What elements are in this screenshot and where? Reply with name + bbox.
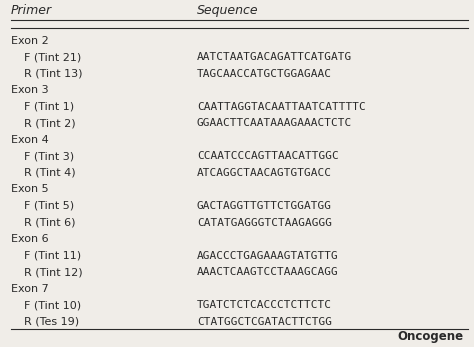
- Text: Exon 2: Exon 2: [11, 36, 48, 45]
- Text: GACTAGGTTGTTCTGGATGG: GACTAGGTTGTTCTGGATGG: [197, 201, 332, 211]
- Text: Oncogene: Oncogene: [397, 330, 463, 343]
- Text: F (Tint 10): F (Tint 10): [24, 300, 81, 310]
- Text: R (Tint 6): R (Tint 6): [24, 218, 75, 228]
- Text: TAGCAACCATGCTGGAGAAC: TAGCAACCATGCTGGAGAAC: [197, 69, 332, 79]
- Text: CATATGAGGGTCTAAGAGGG: CATATGAGGGTCTAAGAGGG: [197, 218, 332, 228]
- Text: AATCTAATGACAGATTCATGATG: AATCTAATGACAGATTCATGATG: [197, 52, 352, 62]
- Text: R (Tint 13): R (Tint 13): [24, 69, 82, 79]
- Text: CTATGGCTCGATACTTCTGG: CTATGGCTCGATACTTCTGG: [197, 317, 332, 327]
- Text: R (Tint 12): R (Tint 12): [24, 267, 82, 277]
- Text: F (Tint 3): F (Tint 3): [24, 151, 74, 161]
- Text: Exon 4: Exon 4: [11, 135, 48, 145]
- Text: R (Tint 4): R (Tint 4): [24, 168, 76, 178]
- Text: Primer: Primer: [11, 4, 52, 17]
- Text: Exon 5: Exon 5: [11, 184, 48, 194]
- Text: AGACCCTGAGAAAGTATGTTG: AGACCCTGAGAAAGTATGTTG: [197, 251, 339, 261]
- Text: CCAATCCCAGTTAACATTGGC: CCAATCCCAGTTAACATTGGC: [197, 151, 339, 161]
- Text: Exon 7: Exon 7: [11, 283, 48, 294]
- Text: CAATTAGGTACAATTAATCATTTTC: CAATTAGGTACAATTAATCATTTTC: [197, 102, 366, 112]
- Text: Exon 6: Exon 6: [11, 234, 48, 244]
- Text: AAACTCAAGTCCTAAAGCAGG: AAACTCAAGTCCTAAAGCAGG: [197, 267, 339, 277]
- Text: ATCAGGCTAACAGTGTGACC: ATCAGGCTAACAGTGTGACC: [197, 168, 332, 178]
- Text: TGATCTCTCACCCTCTTCTC: TGATCTCTCACCCTCTTCTC: [197, 300, 332, 310]
- Text: F (Tint 21): F (Tint 21): [24, 52, 81, 62]
- Text: F (Tint 11): F (Tint 11): [24, 251, 81, 261]
- Text: Exon 3: Exon 3: [11, 85, 48, 95]
- Text: F (Tint 5): F (Tint 5): [24, 201, 74, 211]
- Text: GGAACTTCAATAAAGAAACTCTC: GGAACTTCAATAAAGAAACTCTC: [197, 118, 352, 128]
- Text: R (Tint 2): R (Tint 2): [24, 118, 76, 128]
- Text: F (Tint 1): F (Tint 1): [24, 102, 74, 112]
- Text: R (Tes 19): R (Tes 19): [24, 317, 79, 327]
- Text: Sequence: Sequence: [197, 4, 259, 17]
